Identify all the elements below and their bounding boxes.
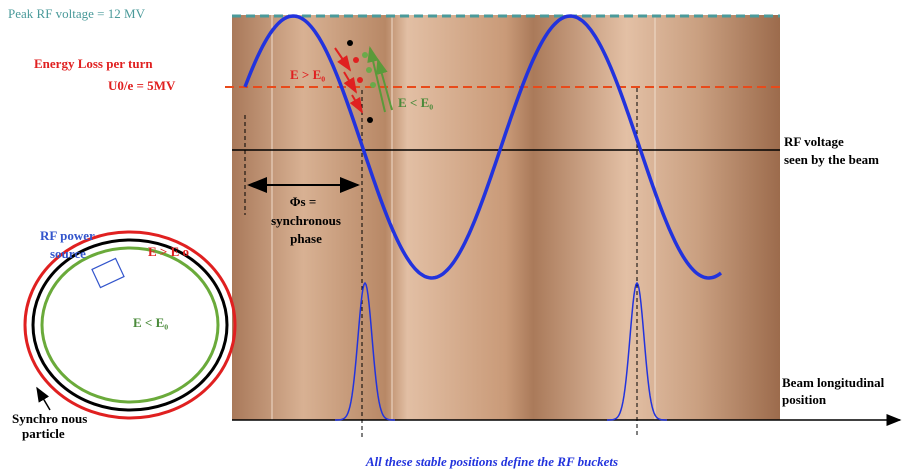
label: RF power xyxy=(40,228,95,243)
label: particle xyxy=(22,426,65,441)
particle xyxy=(366,67,372,73)
label: E > E o xyxy=(148,244,189,259)
pointer-arrow xyxy=(36,386,51,411)
label: Beam longitudinal xyxy=(782,375,885,390)
rf-wave xyxy=(243,14,723,280)
label: E < E₀ xyxy=(133,315,168,330)
arrow xyxy=(349,94,364,114)
label: Φs = xyxy=(290,194,317,209)
ring-outer xyxy=(23,230,237,420)
label: phase xyxy=(290,231,322,246)
particle xyxy=(367,117,373,123)
label: Peak RF voltage = 12 MV xyxy=(8,6,146,21)
label: Synchro nous xyxy=(12,411,87,426)
label: RF voltage xyxy=(784,134,844,149)
bunch xyxy=(607,281,667,421)
arrow xyxy=(343,71,358,94)
label: E > E₀ xyxy=(290,67,325,82)
ring-inner xyxy=(40,246,220,404)
arrow xyxy=(367,46,386,113)
particle xyxy=(353,57,359,63)
label: U0/e = 5MV xyxy=(108,78,176,93)
particle xyxy=(347,40,353,46)
label: source xyxy=(50,246,86,261)
ring-sync xyxy=(31,238,229,412)
particle xyxy=(370,82,376,88)
background-panel xyxy=(232,15,780,420)
label: synchronous xyxy=(271,213,341,228)
arrow xyxy=(375,58,393,111)
particle xyxy=(362,52,368,58)
label: position xyxy=(782,392,827,407)
label: Energy Loss per turn xyxy=(34,56,153,71)
particle xyxy=(357,77,363,83)
label: E < E₀ xyxy=(398,95,433,110)
bunch xyxy=(335,281,395,421)
particle-arrows xyxy=(334,40,393,123)
rf-cavity xyxy=(91,257,125,289)
label: seen by the beam xyxy=(784,152,879,167)
caption: All these stable positions define the RF… xyxy=(365,454,618,469)
arrow xyxy=(334,47,352,72)
